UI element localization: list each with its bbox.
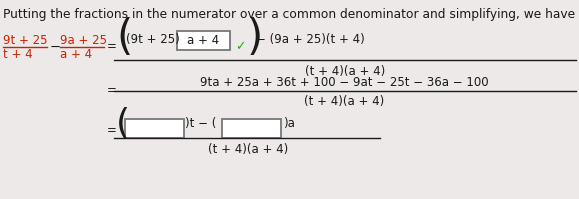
Text: 9t + 25: 9t + 25 (3, 33, 47, 47)
FancyBboxPatch shape (222, 118, 280, 138)
Text: ✓: ✓ (235, 41, 245, 54)
Text: 9a + 25: 9a + 25 (60, 33, 107, 47)
Text: −: − (50, 41, 61, 54)
Text: − (9a + 25)(t + 4): − (9a + 25)(t + 4) (256, 32, 365, 46)
Text: ): ) (247, 17, 263, 59)
Text: 9ta + 25a + 36t + 100 − 9at − 25t − 36a − 100: 9ta + 25a + 36t + 100 − 9at − 25t − 36a … (200, 76, 488, 90)
FancyBboxPatch shape (124, 118, 184, 138)
Text: =: = (107, 41, 117, 54)
Text: )a: )a (283, 117, 295, 131)
Text: =: = (107, 85, 117, 98)
Text: a + 4: a + 4 (60, 48, 92, 60)
Text: (t + 4)(a + 4): (t + 4)(a + 4) (304, 96, 384, 108)
Text: (t + 4)(a + 4): (t + 4)(a + 4) (208, 143, 288, 156)
Text: Putting the fractions in the numerator over a common denominator and simplifying: Putting the fractions in the numerator o… (3, 8, 575, 21)
Text: (: ( (116, 107, 130, 141)
FancyBboxPatch shape (177, 30, 229, 50)
Text: (: ( (116, 17, 132, 59)
Text: =: = (107, 125, 117, 138)
Text: )t − (: )t − ( (185, 117, 217, 131)
Text: t + 4: t + 4 (3, 48, 32, 60)
Text: (9t + 25): (9t + 25) (126, 32, 179, 46)
Text: a + 4: a + 4 (187, 33, 219, 47)
Text: (t + 4)(a + 4): (t + 4)(a + 4) (305, 64, 385, 77)
